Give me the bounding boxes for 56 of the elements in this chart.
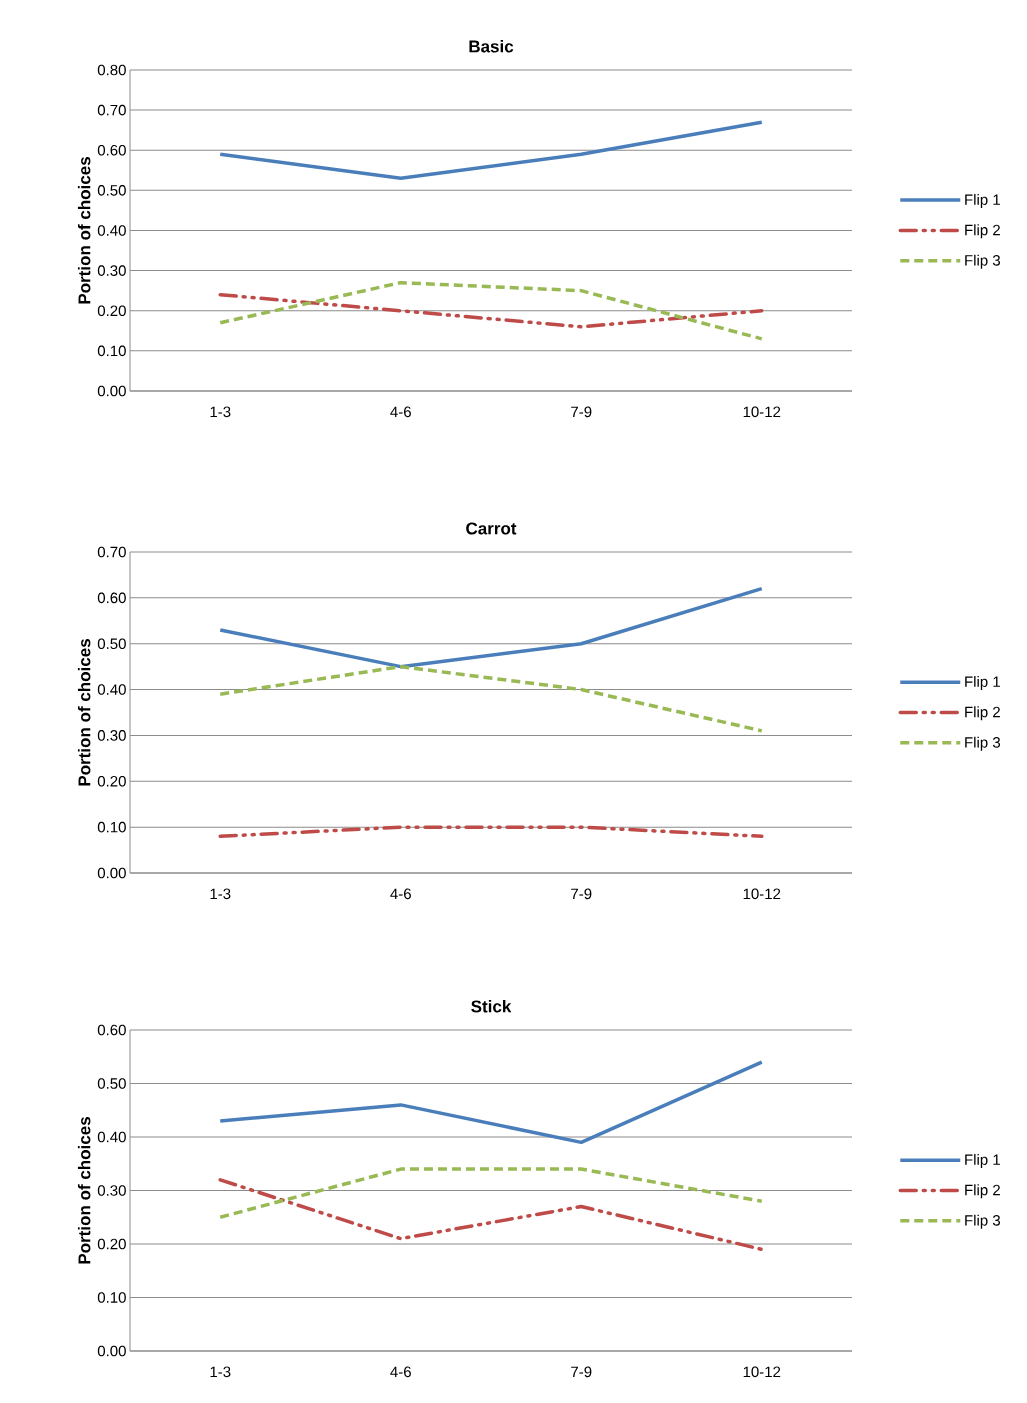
y-tick-label: 0.60: [97, 144, 126, 156]
y-tick-label: 0.20: [97, 775, 126, 787]
y-tick-label: 0.00: [97, 867, 126, 879]
x-tick-label: 10-12: [743, 1366, 781, 1378]
y-tick-label: 0.30: [97, 730, 126, 741]
line-series: [218, 280, 764, 341]
x-tick-label: 1-3: [210, 1366, 231, 1378]
x-tick-label: 4-6: [390, 888, 411, 900]
legend-label: Flip 2: [965, 706, 1000, 721]
chart-title: Carrot: [466, 522, 517, 535]
chart-title: Basic: [469, 39, 514, 53]
x-tick-label: 7-9: [571, 888, 592, 900]
x-tick-label: 4-6: [390, 1366, 411, 1378]
line-series: [218, 586, 764, 669]
y-tick-label: 0.70: [97, 104, 126, 116]
legend-label: Flip 3: [965, 1214, 1001, 1229]
line-series: [218, 664, 764, 733]
y-tick-label: 0.00: [97, 1345, 126, 1357]
y-tick-label: 0.30: [97, 1185, 126, 1196]
y-tick-label: 0.20: [97, 1238, 126, 1250]
y-tick-label: 0.70: [97, 546, 126, 558]
y-tick-label: 0.30: [97, 265, 126, 276]
chart-title: Stick: [471, 999, 512, 1013]
y-tick-label: 0.20: [97, 305, 126, 317]
y-tick-label: 0.10: [97, 345, 126, 357]
y-tick-label: 0.50: [97, 185, 126, 196]
y-tick-label: 0.00: [97, 385, 126, 397]
line-series: [218, 1060, 764, 1145]
x-tick-label: 4-6: [390, 406, 411, 418]
x-tick-label: 7-9: [571, 1366, 592, 1378]
y-tick-label: 0.40: [97, 225, 126, 236]
y-tick-label: 0.60: [97, 592, 126, 604]
legend-label: Flip 1: [965, 675, 1000, 690]
x-tick-label: 1-3: [210, 888, 231, 900]
y-axis-title: Portion of choices: [77, 1117, 91, 1264]
y-tick-label: 0.50: [97, 1078, 126, 1089]
y-tick-label: 0.50: [97, 638, 126, 650]
x-tick-label: 1-3: [210, 406, 231, 418]
y-tick-label: 0.40: [97, 1131, 126, 1143]
y-tick-label: 0.40: [97, 684, 126, 695]
legend-label: Flip 1: [965, 1153, 1000, 1168]
x-tick-label: 10-12: [743, 406, 781, 418]
y-axis-title: Portion of choices: [77, 157, 91, 304]
line-series: [218, 1178, 764, 1252]
y-tick-label: 0.80: [97, 64, 126, 76]
legend-label: Flip 2: [965, 1184, 1000, 1199]
x-tick-label: 7-9: [571, 406, 592, 418]
y-tick-label: 0.10: [97, 821, 126, 833]
legend-label: Flip 2: [965, 224, 1000, 239]
y-tick-label: 0.60: [97, 1024, 126, 1036]
legend-label: Flip 3: [965, 736, 1001, 751]
y-axis-title: Portion of choices: [77, 639, 91, 786]
legend-label: Flip 1: [965, 193, 1000, 208]
y-tick-label: 0.10: [97, 1292, 126, 1303]
legend-label: Flip 3: [965, 254, 1001, 269]
x-tick-label: 10-12: [743, 888, 781, 900]
